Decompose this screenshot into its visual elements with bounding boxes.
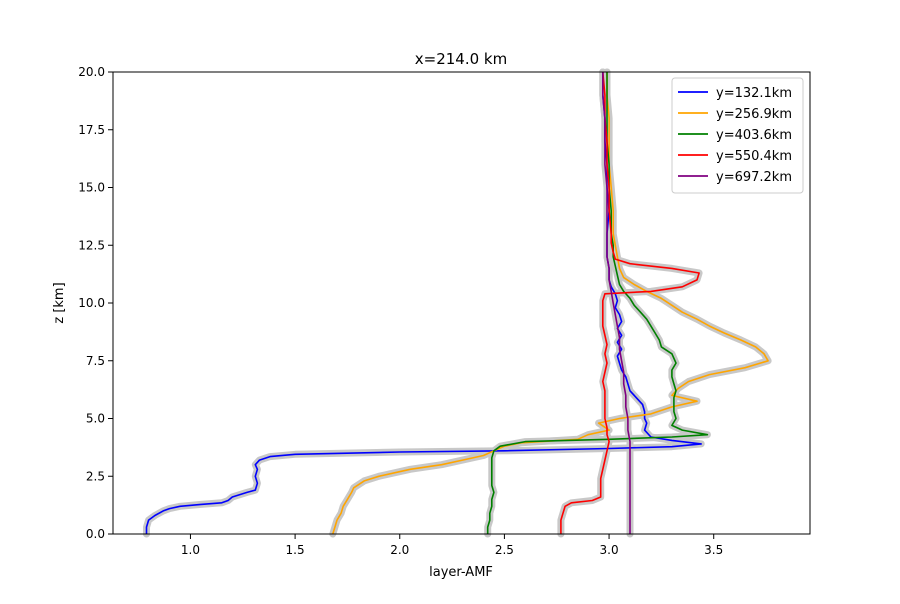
legend-label: y=256.9km	[716, 107, 792, 122]
x-tick-label: 2.0	[390, 543, 409, 557]
y-axis: 0.0 2.5 5.0 7.5 10.0 12.5 15.0 17.5 20.0	[78, 65, 113, 541]
y-tick-label: 0.0	[86, 527, 105, 541]
series-line-2	[332, 72, 769, 535]
chart-title: x=214.0 km	[415, 50, 507, 68]
y-axis-label: z [km]	[52, 282, 67, 323]
legend-label: y=132.1km	[716, 86, 792, 101]
x-tick-label: 1.5	[286, 543, 305, 557]
x-tick-label: 2.5	[495, 543, 514, 557]
y-tick-label: 2.5	[86, 469, 105, 483]
y-tick-label: 17.5	[78, 123, 105, 137]
x-axis-label: layer-AMF	[429, 565, 493, 580]
legend-label: y=403.6km	[716, 128, 792, 143]
x-tick-label: 3.0	[600, 543, 619, 557]
series-line-4	[560, 71, 700, 534]
legend-label: y=697.2km	[716, 170, 792, 185]
y-tick-label: 12.5	[78, 238, 105, 252]
y-tick-label: 7.5	[86, 354, 105, 368]
series-line-5	[602, 72, 631, 534]
y-tick-label: 10.0	[78, 296, 105, 310]
legend-box	[671, 77, 804, 194]
legend-label: y=550.4km	[716, 149, 792, 164]
x-tick-label: 3.5	[704, 543, 723, 557]
y-tick-label: 5.0	[86, 412, 105, 426]
x-axis: 1.0 1.5 2.0 2.5 3.0 3.5	[181, 534, 723, 557]
y-tick-label: 15.0	[78, 181, 105, 195]
series-lines	[145, 71, 769, 535]
legend: y=132.1km y=256.9km y=403.6km y=550.4km y=69…	[671, 77, 804, 194]
x-tick-label: 1.0	[181, 543, 200, 557]
y-tick-label: 20.0	[78, 65, 105, 79]
